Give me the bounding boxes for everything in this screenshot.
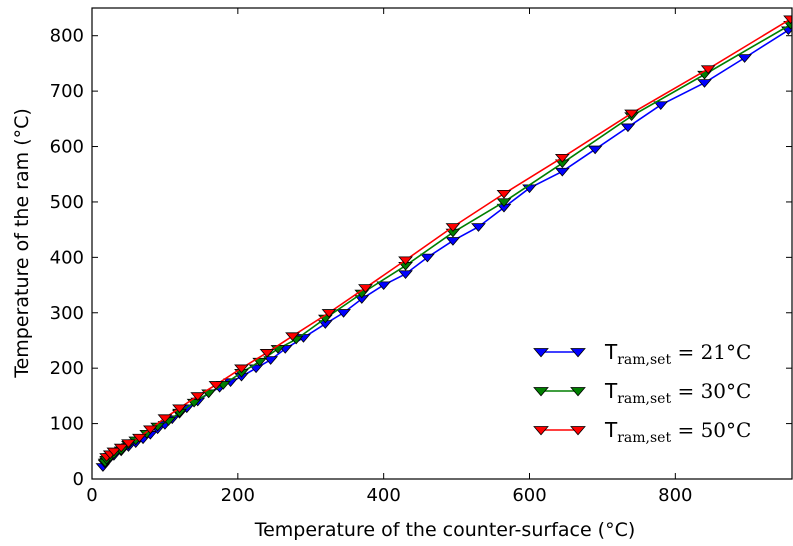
data-point <box>620 123 636 133</box>
y-tick-label: 0 <box>73 469 84 490</box>
legend-item-3: Tram,set = 50°C <box>533 418 751 446</box>
y-tick-label: 600 <box>50 137 84 158</box>
y-tick-label: 500 <box>50 192 84 213</box>
legend-marker <box>533 348 549 358</box>
y-tick-label: 200 <box>50 358 84 379</box>
legend-label: Tram,set = 50°C <box>604 418 751 446</box>
data-point <box>587 145 603 155</box>
x-tick-label: 800 <box>658 485 692 506</box>
legend-item-2: Tram,set = 30°C <box>533 379 751 407</box>
legend-marker <box>570 426 586 436</box>
data-point <box>471 223 486 232</box>
y-tick-label: 800 <box>50 26 84 47</box>
data-point <box>554 153 570 163</box>
data-point <box>445 223 461 232</box>
data-point <box>248 364 264 374</box>
legend-label: Tram,set = 30°C <box>604 379 751 407</box>
data-point <box>172 404 187 414</box>
y-tick-label: 700 <box>50 81 84 102</box>
series-3 <box>99 15 792 462</box>
data-point <box>653 101 669 110</box>
x-tick-label: 200 <box>221 485 255 506</box>
legend-marker <box>570 387 586 397</box>
data-point <box>697 79 712 88</box>
data-point <box>208 381 224 390</box>
y-tick-label: 100 <box>50 414 84 435</box>
data-point <box>700 65 716 74</box>
data-point <box>445 237 461 246</box>
data-point <box>321 309 337 318</box>
data-point <box>190 392 206 401</box>
plot-frame <box>91 7 793 480</box>
x-axis-label: Temperature of the counter-surface (°C) <box>254 519 636 541</box>
data-point <box>336 309 351 318</box>
data-point <box>624 109 639 119</box>
data-point <box>358 284 373 293</box>
data-point <box>420 253 435 263</box>
data-point <box>398 256 413 266</box>
data-point <box>285 332 300 342</box>
data-point <box>376 281 392 291</box>
x-tick-label: 0 <box>86 485 97 506</box>
y-axis-label: Temperature of the ram (°C) <box>11 108 33 379</box>
data-point <box>132 433 147 443</box>
y-tick-label: 300 <box>50 303 84 324</box>
data-point <box>496 198 512 207</box>
data-point <box>259 349 275 358</box>
y-axis: 0 100 200 300 400 500 600 700 800 <box>50 26 792 490</box>
data-point <box>157 414 173 424</box>
x-tick-label: 600 <box>512 485 546 506</box>
plot-area <box>92 8 792 479</box>
y-tick-label: 400 <box>50 247 84 268</box>
legend-marker <box>533 387 549 397</box>
data-point <box>783 15 792 25</box>
data-point <box>737 54 752 63</box>
legend-marker <box>533 426 549 436</box>
data-point <box>113 443 129 453</box>
legend-item-1: Tram,set = 21°C <box>533 340 751 368</box>
data-point <box>554 167 570 177</box>
data-point <box>398 270 413 279</box>
series-layer <box>95 15 792 472</box>
data-point <box>263 356 279 365</box>
data-point <box>234 364 249 374</box>
x-axis: 0 200 400 600 800 <box>86 8 693 506</box>
legend-label: Tram,set = 21°C <box>604 340 751 368</box>
data-point <box>252 357 268 367</box>
x-tick-label: 400 <box>366 485 400 506</box>
data-point <box>142 425 158 435</box>
data-point <box>496 190 512 199</box>
data-point <box>121 439 136 448</box>
data-point <box>106 447 122 457</box>
legend: Tram,set = 21°C Tram,set = 30°C Tram,set =… <box>533 340 751 446</box>
legend-marker <box>570 348 586 358</box>
